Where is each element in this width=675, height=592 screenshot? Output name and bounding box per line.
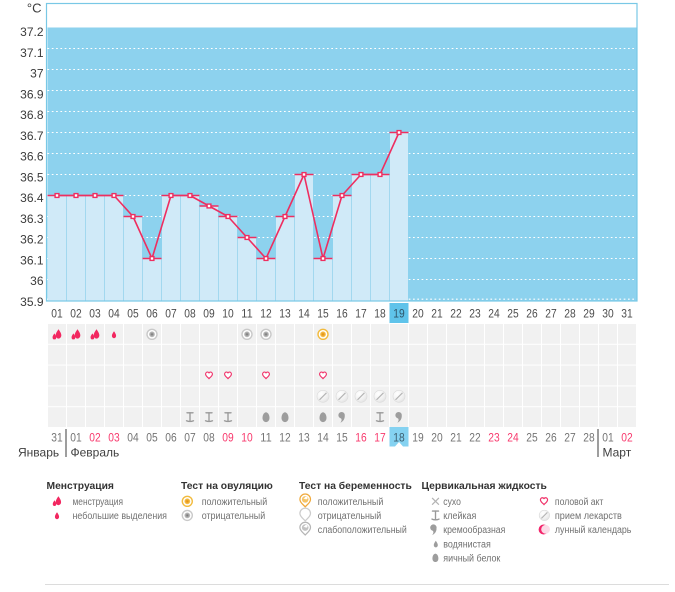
svg-text:04: 04 xyxy=(108,307,120,321)
svg-text:02: 02 xyxy=(621,431,633,445)
svg-text:половой акт: половой акт xyxy=(555,497,604,508)
svg-text:09: 09 xyxy=(222,431,234,445)
svg-text:положительный: положительный xyxy=(318,497,384,508)
svg-text:36.8: 36.8 xyxy=(20,108,44,122)
svg-text:27: 27 xyxy=(564,431,576,445)
svg-text:36.3: 36.3 xyxy=(20,212,44,226)
svg-text:положительный: положительный xyxy=(202,497,268,508)
svg-text:21: 21 xyxy=(431,307,443,321)
svg-text:29: 29 xyxy=(583,307,595,321)
svg-text:14: 14 xyxy=(317,431,329,445)
svg-text:05: 05 xyxy=(146,431,158,445)
svg-text:26: 26 xyxy=(526,307,538,321)
svg-text:18: 18 xyxy=(393,431,405,445)
svg-text:35.9: 35.9 xyxy=(20,295,44,309)
svg-text:17: 17 xyxy=(355,307,367,321)
svg-text:23: 23 xyxy=(488,431,500,445)
svg-text:Менструация: Менструация xyxy=(47,481,114,492)
svg-text:13: 13 xyxy=(298,431,310,445)
svg-text:31: 31 xyxy=(51,431,63,445)
svg-text:04: 04 xyxy=(127,431,139,445)
svg-text:24: 24 xyxy=(507,431,519,445)
svg-text:11: 11 xyxy=(260,431,272,445)
svg-text:06: 06 xyxy=(146,307,158,321)
svg-text:36: 36 xyxy=(30,274,44,288)
svg-text:36.5: 36.5 xyxy=(20,170,44,184)
svg-text:28: 28 xyxy=(564,307,576,321)
svg-text:22: 22 xyxy=(469,431,481,445)
svg-text:18: 18 xyxy=(374,307,386,321)
svg-text:07: 07 xyxy=(184,431,196,445)
svg-text:37: 37 xyxy=(30,67,44,81)
svg-text:сухо: сухо xyxy=(443,497,461,508)
svg-text:08: 08 xyxy=(203,431,215,445)
svg-text:кремообразная: кремообразная xyxy=(443,524,505,536)
svg-text:13: 13 xyxy=(279,307,291,321)
svg-text:водянистая: водянистая xyxy=(443,539,491,550)
svg-text:лунный календарь: лунный календарь xyxy=(555,525,632,536)
svg-text:23: 23 xyxy=(469,307,481,321)
svg-text:Январь: Январь xyxy=(18,446,59,460)
svg-text:27: 27 xyxy=(545,307,557,321)
svg-text:Февраль: Февраль xyxy=(71,446,120,460)
svg-text:06: 06 xyxy=(165,431,177,445)
svg-text:20: 20 xyxy=(412,307,424,321)
svg-text:25: 25 xyxy=(507,307,519,321)
svg-text:03: 03 xyxy=(89,307,101,321)
svg-text:менструация: менструация xyxy=(73,497,124,508)
svg-text:отрицательный: отрицательный xyxy=(202,511,266,522)
svg-text:16: 16 xyxy=(336,307,348,321)
svg-text:10: 10 xyxy=(241,431,253,445)
svg-text:37.1: 37.1 xyxy=(20,46,44,60)
svg-text:19: 19 xyxy=(412,431,424,445)
svg-text:36.7: 36.7 xyxy=(20,129,44,143)
svg-text:30: 30 xyxy=(602,307,614,321)
svg-text:Тест на овуляцию: Тест на овуляцию xyxy=(181,481,273,492)
svg-text:36.6: 36.6 xyxy=(20,150,44,164)
svg-text:10: 10 xyxy=(222,307,234,321)
svg-text:09: 09 xyxy=(203,307,215,321)
svg-text:02: 02 xyxy=(70,307,82,321)
svg-text:31: 31 xyxy=(621,307,633,321)
svg-text:28: 28 xyxy=(583,431,595,445)
svg-text:15: 15 xyxy=(336,431,348,445)
svg-text:05: 05 xyxy=(127,307,139,321)
svg-text:14: 14 xyxy=(298,307,310,321)
svg-text:небольшие выделения: небольшие выделения xyxy=(73,510,168,522)
svg-text:Тест на беременность: Тест на беременность xyxy=(299,480,412,492)
svg-text:°C: °C xyxy=(27,1,42,16)
svg-text:19: 19 xyxy=(393,307,405,321)
svg-text:01: 01 xyxy=(70,431,82,445)
svg-text:01: 01 xyxy=(51,307,63,321)
svg-text:клейкая: клейкая xyxy=(443,511,476,522)
svg-text:03: 03 xyxy=(108,431,120,445)
svg-text:прием лекарств: прием лекарств xyxy=(555,511,622,522)
svg-text:яичный белок: яичный белок xyxy=(443,552,501,564)
svg-text:Март: Март xyxy=(603,446,632,460)
svg-text:20: 20 xyxy=(431,431,443,445)
svg-text:24: 24 xyxy=(488,307,500,321)
svg-text:36.4: 36.4 xyxy=(20,191,44,205)
svg-text:02: 02 xyxy=(89,431,101,445)
svg-text:07: 07 xyxy=(165,307,177,321)
svg-text:25: 25 xyxy=(526,431,538,445)
svg-text:слабоположительный: слабоположительный xyxy=(318,524,407,536)
svg-text:36.2: 36.2 xyxy=(20,233,44,247)
svg-text:15: 15 xyxy=(317,307,329,321)
svg-text:17: 17 xyxy=(374,431,386,445)
svg-text:37.2: 37.2 xyxy=(20,25,44,39)
svg-text:36.1: 36.1 xyxy=(20,253,44,267)
svg-text:Цервикальная жидкость: Цервикальная жидкость xyxy=(422,481,547,492)
svg-text:26: 26 xyxy=(545,431,557,445)
svg-text:22: 22 xyxy=(450,307,462,321)
svg-text:12: 12 xyxy=(260,307,272,321)
svg-text:08: 08 xyxy=(184,307,196,321)
svg-text:01: 01 xyxy=(602,431,614,445)
svg-text:11: 11 xyxy=(241,307,253,321)
svg-text:отрицательный: отрицательный xyxy=(318,511,382,522)
svg-text:16: 16 xyxy=(355,431,367,445)
svg-text:21: 21 xyxy=(450,431,462,445)
svg-text:36.9: 36.9 xyxy=(20,87,44,101)
svg-text:12: 12 xyxy=(279,431,291,445)
